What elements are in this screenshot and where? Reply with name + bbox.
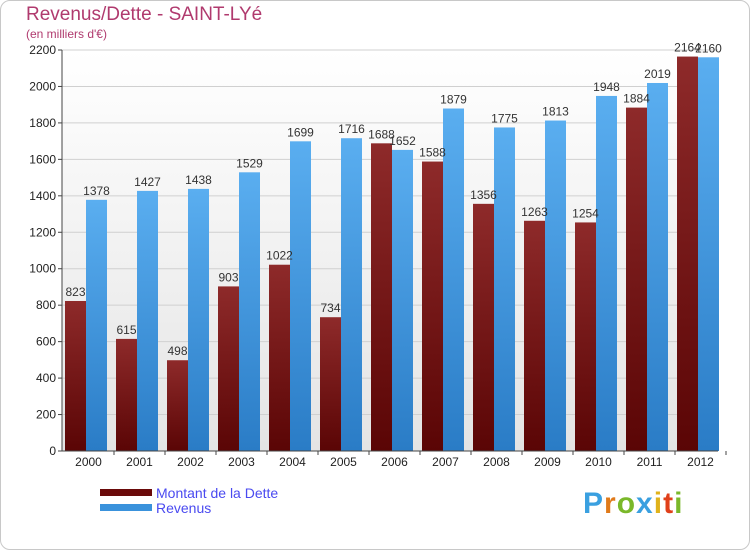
- x-tick-label: 2003: [228, 455, 255, 469]
- y-tick-label: 2000: [29, 79, 56, 93]
- data-label: 1688: [368, 127, 395, 141]
- y-tick-label: 200: [36, 408, 56, 422]
- proxiti-logo: Proxiti: [583, 487, 683, 521]
- data-label: 498: [167, 344, 187, 358]
- bar-revenus: [545, 120, 566, 451]
- bar-revenus: [137, 190, 158, 451]
- bar-dette: [320, 317, 341, 451]
- x-tick-label: 2004: [279, 455, 306, 469]
- legend-swatch-revenus: [100, 504, 152, 511]
- x-tick-label: 2008: [483, 455, 510, 469]
- x-tick-label: 2001: [126, 455, 153, 469]
- x-tick-label: 2011: [637, 455, 663, 469]
- bar-revenus: [239, 172, 260, 451]
- x-tick-label: 2002: [177, 455, 204, 469]
- y-tick-label: 1600: [29, 152, 56, 166]
- bar-revenus: [188, 188, 209, 451]
- chart-subtitle: (en milliers d'€): [26, 27, 107, 41]
- y-tick-label: 600: [36, 335, 56, 349]
- data-label: 1948: [593, 80, 620, 94]
- chart-title: Revenus/Dette - SAINT-LYé: [26, 4, 263, 25]
- data-label: 823: [65, 285, 85, 299]
- data-label: 1378: [83, 184, 110, 198]
- data-label: 903: [218, 270, 238, 284]
- y-tick-label: 2200: [29, 43, 56, 57]
- data-label: 1879: [440, 93, 467, 107]
- y-tick-label: 1400: [29, 189, 56, 203]
- bar-dette: [65, 300, 86, 451]
- bar-dette: [218, 286, 239, 451]
- bar-revenus: [596, 95, 617, 451]
- logo-letter: i: [653, 487, 664, 520]
- x-tick-label: 2006: [381, 455, 408, 469]
- y-tick-label: 1800: [29, 116, 56, 130]
- bar-dette: [116, 338, 137, 451]
- legend-label-revenus: Revenus: [156, 500, 212, 516]
- bar-dette: [626, 107, 647, 452]
- data-label: 1356: [470, 188, 497, 202]
- data-label: 1775: [491, 111, 518, 125]
- bar-dette: [167, 360, 188, 451]
- bar-dette: [422, 161, 443, 451]
- data-label: 1588: [419, 146, 446, 160]
- y-tick-label: 400: [36, 371, 56, 385]
- bar-revenus: [392, 149, 413, 452]
- bar-revenus: [443, 108, 464, 451]
- bar-revenus: [290, 141, 311, 451]
- legend-label-debt: Montant de la Dette: [156, 485, 279, 501]
- data-label: 2019: [644, 67, 671, 81]
- bar-dette: [524, 220, 545, 451]
- bar-revenus: [86, 199, 107, 451]
- data-label: 1438: [185, 173, 212, 187]
- logo-letter: r: [604, 487, 617, 520]
- data-label: 1716: [338, 122, 365, 136]
- bar-revenus: [698, 57, 719, 452]
- data-label: 2160: [695, 41, 722, 55]
- bar-dette: [575, 222, 596, 451]
- bar-dette: [473, 203, 494, 451]
- bar-dette: [371, 143, 392, 451]
- logo-letter: o: [616, 487, 637, 520]
- y-tick-label: 1200: [29, 225, 56, 239]
- bar-dette: [677, 56, 698, 451]
- bar-revenus: [341, 138, 362, 451]
- data-label: 1427: [134, 175, 161, 189]
- logo-letter: t: [663, 487, 675, 520]
- x-tick-label: 2000: [75, 455, 102, 469]
- y-tick-label: 0: [49, 444, 56, 458]
- data-label: 734: [320, 301, 340, 315]
- bar-revenus: [647, 82, 668, 451]
- x-tick-label: 2005: [330, 455, 357, 469]
- y-tick-label: 800: [36, 298, 56, 312]
- y-tick-label: 1000: [29, 262, 56, 276]
- data-label: 1263: [521, 205, 548, 219]
- logo-letter: P: [583, 487, 605, 520]
- logo-letter: x: [636, 487, 654, 520]
- x-tick-label: 2010: [585, 455, 612, 469]
- legend-swatch-debt: [100, 489, 152, 496]
- data-label: 1022: [266, 249, 293, 263]
- data-label: 1884: [623, 92, 650, 106]
- logo-letter: i: [674, 487, 684, 520]
- data-label: 1254: [572, 206, 599, 220]
- data-label: 1652: [389, 134, 416, 148]
- x-tick-label: 2009: [534, 455, 561, 469]
- bar-revenus: [494, 127, 515, 451]
- data-label: 2164: [674, 41, 701, 55]
- x-tick-label: 2012: [687, 455, 714, 469]
- data-label: 615: [116, 323, 136, 337]
- bar-dette: [269, 264, 290, 451]
- data-label: 1813: [542, 105, 569, 119]
- x-tick-label: 2007: [432, 455, 459, 469]
- data-label: 1529: [236, 156, 263, 170]
- data-label: 1699: [287, 125, 314, 139]
